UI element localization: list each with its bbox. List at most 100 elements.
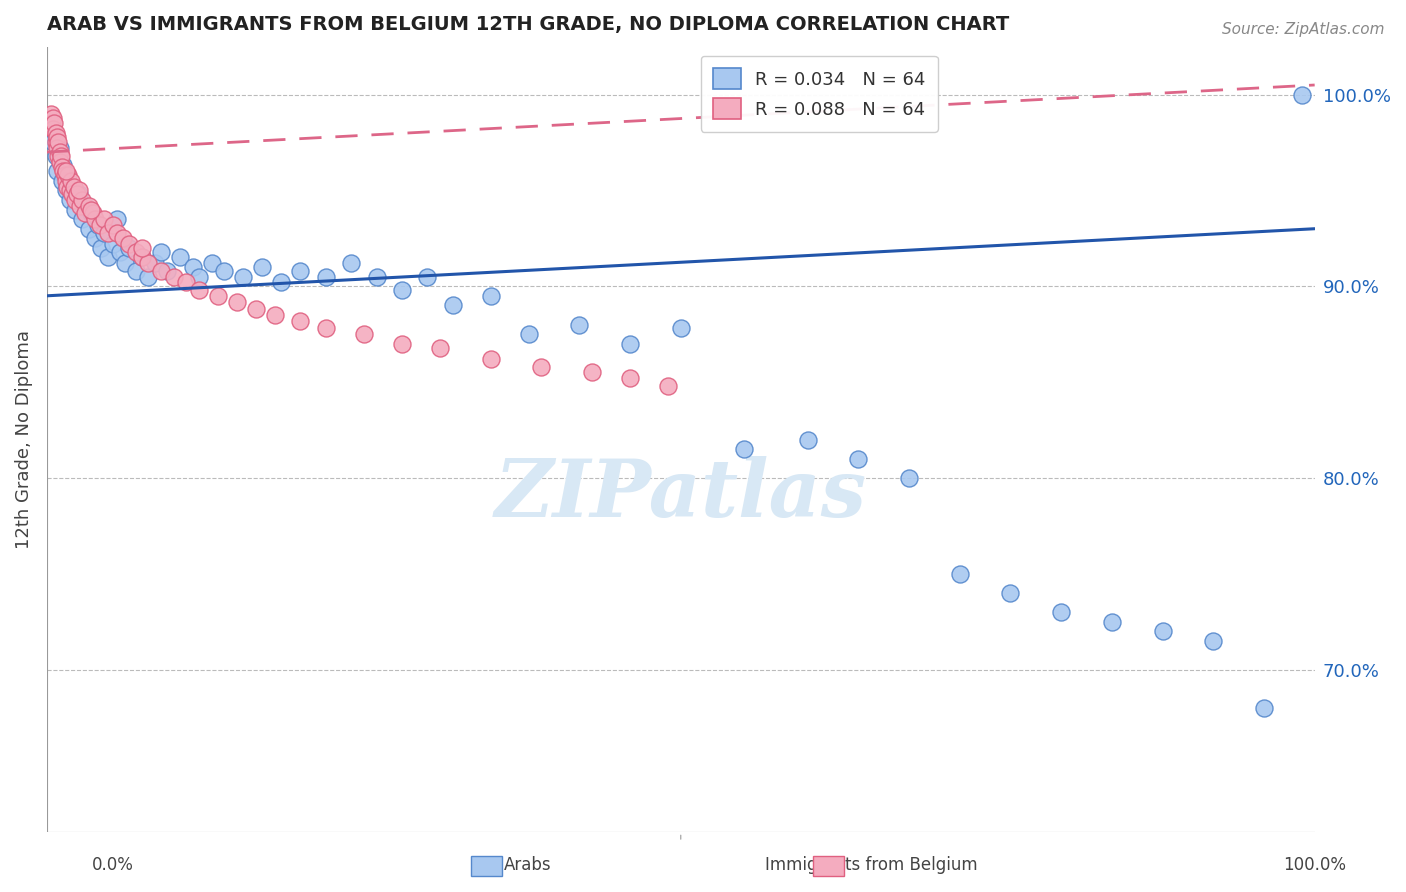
Point xyxy=(188,269,211,284)
Point xyxy=(169,251,191,265)
Point xyxy=(163,269,186,284)
Point xyxy=(619,371,641,385)
Point xyxy=(52,159,75,173)
Point xyxy=(101,237,124,252)
Point xyxy=(73,199,96,213)
Point xyxy=(201,256,224,270)
Point xyxy=(124,244,146,259)
Point xyxy=(62,179,84,194)
Point xyxy=(479,289,502,303)
Point xyxy=(80,202,103,217)
Point xyxy=(45,136,67,150)
Point xyxy=(97,226,120,240)
Point xyxy=(60,187,83,202)
Point xyxy=(84,231,107,245)
Point xyxy=(245,302,267,317)
Point xyxy=(53,168,76,182)
Point xyxy=(619,336,641,351)
Point xyxy=(733,442,755,456)
Point xyxy=(124,264,146,278)
Point xyxy=(796,433,818,447)
Point xyxy=(63,193,86,207)
Point xyxy=(131,251,153,265)
Point xyxy=(1253,701,1275,715)
Y-axis label: 12th Grade, No Diploma: 12th Grade, No Diploma xyxy=(15,330,32,549)
Point xyxy=(353,327,375,342)
Point xyxy=(72,212,94,227)
Text: ZIPatlas: ZIPatlas xyxy=(495,456,868,533)
Point xyxy=(55,174,77,188)
Point xyxy=(73,206,96,220)
Point xyxy=(264,308,287,322)
Point xyxy=(77,221,100,235)
Point xyxy=(226,294,249,309)
Point xyxy=(315,269,337,284)
Point xyxy=(59,174,82,188)
Point xyxy=(86,218,108,232)
Point xyxy=(252,260,274,274)
Point xyxy=(188,283,211,297)
Point xyxy=(1101,615,1123,629)
Point xyxy=(581,366,603,380)
Point xyxy=(42,122,65,136)
Point xyxy=(63,202,86,217)
Point xyxy=(84,212,107,227)
Point xyxy=(949,566,972,581)
Point xyxy=(67,187,90,202)
Point xyxy=(1050,605,1073,619)
Point xyxy=(46,129,69,144)
Point xyxy=(136,256,159,270)
Point xyxy=(176,276,198,290)
Point xyxy=(67,183,90,197)
Point xyxy=(1152,624,1174,639)
Point xyxy=(429,341,451,355)
Point xyxy=(51,174,73,188)
Point xyxy=(72,193,94,207)
Point xyxy=(46,164,69,178)
Point xyxy=(69,199,91,213)
Point xyxy=(340,256,363,270)
Point xyxy=(479,352,502,367)
Point xyxy=(1291,87,1313,102)
Point xyxy=(48,141,70,155)
Point xyxy=(55,164,77,178)
Point xyxy=(657,379,679,393)
Point xyxy=(105,212,128,227)
Point xyxy=(56,179,79,194)
Point xyxy=(232,269,254,284)
Point xyxy=(93,226,115,240)
Text: ARAB VS IMMIGRANTS FROM BELGIUM 12TH GRADE, NO DIPLOMA CORRELATION CHART: ARAB VS IMMIGRANTS FROM BELGIUM 12TH GRA… xyxy=(46,15,1010,34)
Point xyxy=(48,154,70,169)
Point xyxy=(416,269,439,284)
Point xyxy=(530,359,553,374)
Point xyxy=(131,251,153,265)
Point xyxy=(366,269,388,284)
Point xyxy=(105,226,128,240)
Point xyxy=(150,264,173,278)
Point xyxy=(441,298,464,312)
Point xyxy=(156,264,179,278)
Text: Arabs: Arabs xyxy=(503,855,551,873)
Point xyxy=(118,241,141,255)
Point xyxy=(41,116,63,130)
Point xyxy=(52,164,75,178)
Point xyxy=(181,260,204,274)
Text: 0.0%: 0.0% xyxy=(91,855,134,873)
Point xyxy=(45,126,67,140)
Point xyxy=(290,264,312,278)
Point xyxy=(89,218,111,232)
Point xyxy=(111,231,134,245)
Point xyxy=(80,206,103,220)
Point xyxy=(391,283,413,297)
Point xyxy=(1202,633,1225,648)
Point xyxy=(59,183,82,197)
Point xyxy=(118,237,141,252)
Point xyxy=(82,206,104,220)
Point xyxy=(114,256,136,270)
Point xyxy=(897,471,920,485)
Point xyxy=(214,264,236,278)
Point xyxy=(131,241,153,255)
Point xyxy=(46,141,69,155)
Point xyxy=(48,145,70,159)
Point xyxy=(77,199,100,213)
